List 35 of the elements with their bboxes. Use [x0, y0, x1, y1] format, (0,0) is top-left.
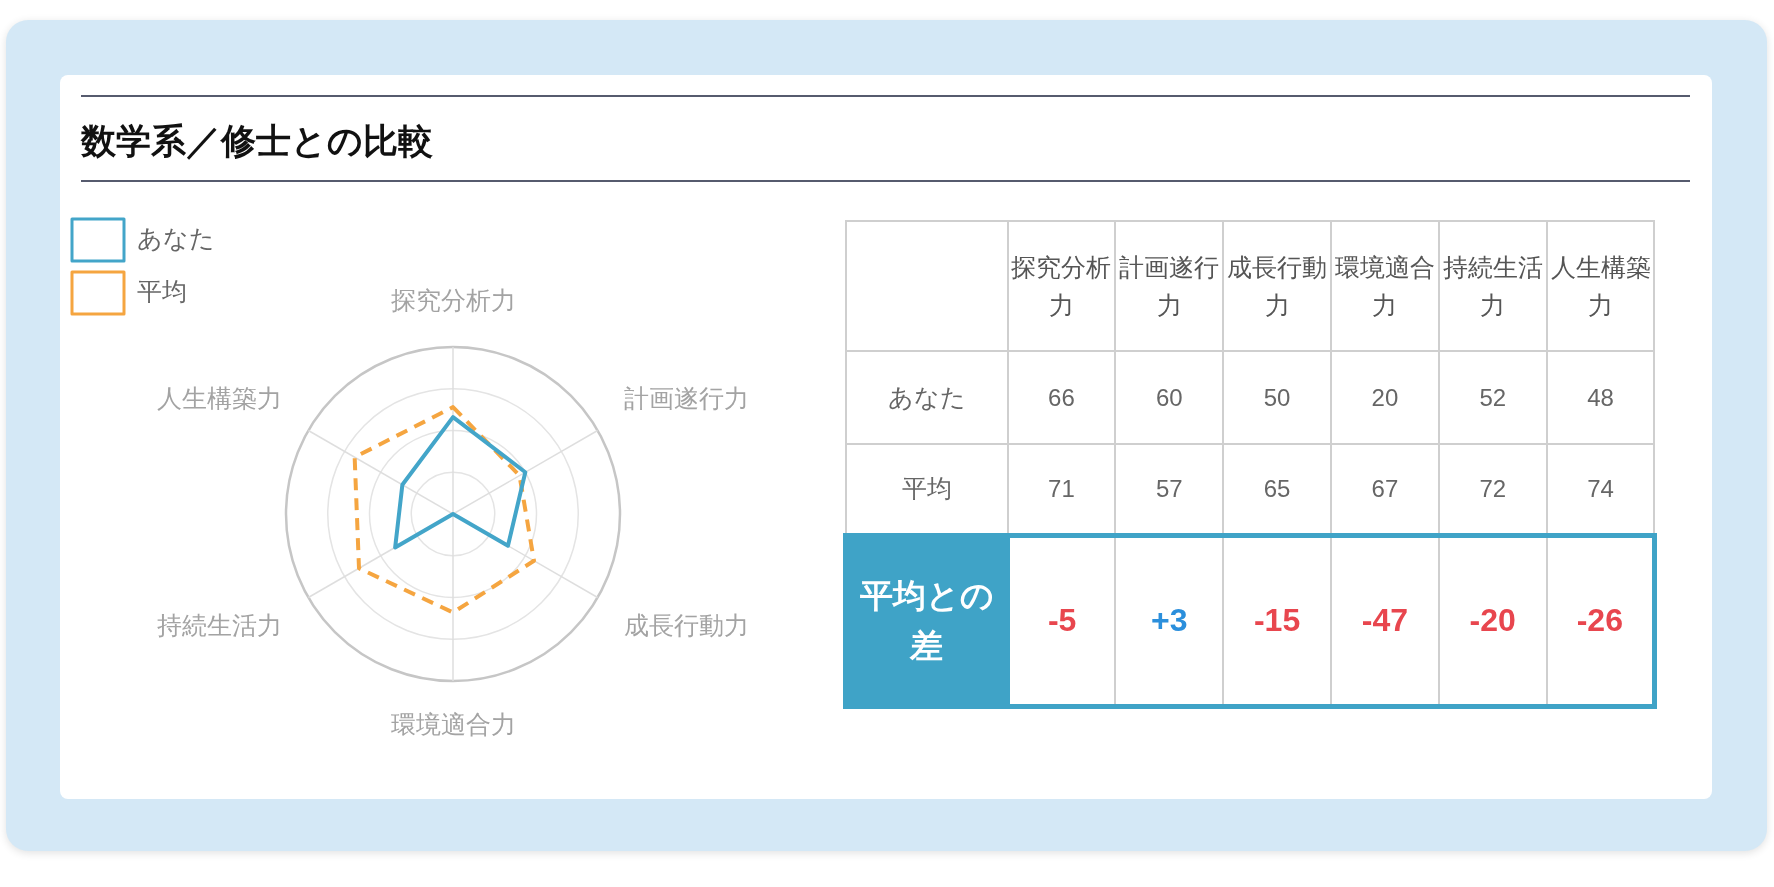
data-label: -47	[1330, 535, 1439, 706]
data-label: +3	[1115, 535, 1224, 706]
x-tick-label: 持続生活力	[1438, 221, 1547, 351]
data-label: 67	[1330, 444, 1439, 535]
data-label: 50	[1223, 351, 1331, 444]
y-tick-label: 平均	[845, 444, 1008, 535]
data-label: -5	[1007, 535, 1116, 706]
chart-title: 数学系／修士との比較	[81, 120, 433, 162]
y-tick-label: あなた	[845, 351, 1008, 444]
x-tick-label: 探究分析力	[1007, 221, 1116, 351]
spoke-label: 環境適合力	[390, 709, 516, 738]
data-label: 60	[1115, 351, 1224, 444]
data-label: 66	[1007, 351, 1116, 444]
spoke-label: 成長行動力	[623, 611, 749, 640]
y-tick-label: 平均との差	[845, 535, 1008, 706]
data-label: -20	[1438, 535, 1547, 706]
data-label: 48	[1546, 351, 1655, 444]
data-label: 65	[1223, 444, 1331, 535]
spoke-label: 人生構築力	[157, 384, 283, 413]
data-label: 72	[1438, 444, 1547, 535]
x-tick-label: 人生構築力	[1546, 221, 1655, 351]
data-label: 52	[1438, 351, 1547, 444]
data-label: 57	[1115, 444, 1224, 535]
spoke-label: 計画遂行力	[623, 384, 749, 413]
x-tick-label: 環境適合力	[1330, 221, 1439, 351]
x-tick-label: 計画遂行力	[1115, 221, 1224, 351]
spoke-label: 持続生活力	[157, 611, 283, 640]
x-tick-label: 成長行動力	[1223, 221, 1331, 351]
data-label: 20	[1330, 351, 1439, 444]
data-label: -26	[1546, 535, 1655, 706]
data-label: -15	[1223, 535, 1331, 706]
legend-label: あなた	[136, 223, 215, 252]
legend-label: 平均	[136, 276, 187, 305]
data-label: 74	[1546, 444, 1655, 535]
data-label: 71	[1007, 444, 1116, 535]
